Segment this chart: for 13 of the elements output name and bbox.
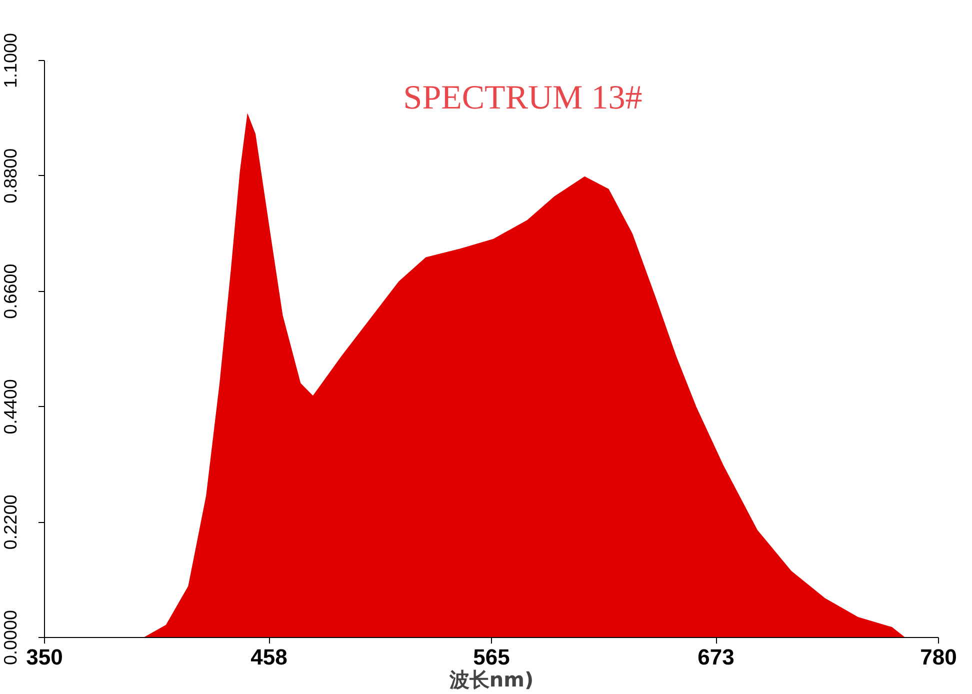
x-tick-label: 565 bbox=[473, 644, 510, 670]
text: SPECTRUM 13# bbox=[403, 80, 642, 117]
y-tick-label: 1.1000 bbox=[0, 32, 20, 88]
y-tick-label: 0.4400 bbox=[0, 379, 20, 434]
y-tick-label: 0.8800 bbox=[0, 148, 20, 204]
x-tick-label: 350 bbox=[26, 644, 63, 670]
x-tick-label: 780 bbox=[920, 644, 957, 670]
y-tick-label: 0.0000 bbox=[0, 610, 20, 666]
x-tick-label: 673 bbox=[698, 644, 734, 670]
y-tick-label: 0.6600 bbox=[0, 264, 20, 319]
x-axis-title: 波长nm) bbox=[448, 668, 534, 692]
y-tick-label: 0.2200 bbox=[0, 494, 20, 550]
x-tick-label: 458 bbox=[250, 644, 288, 670]
